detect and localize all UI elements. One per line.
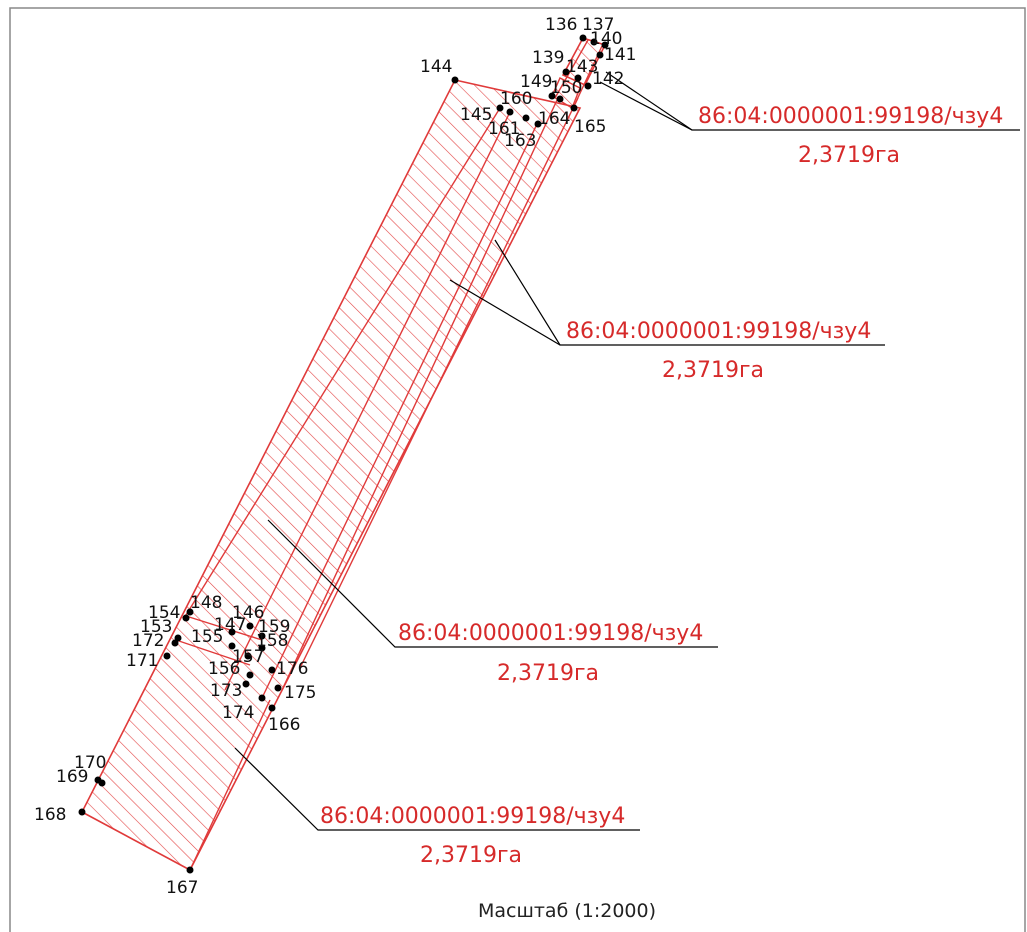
point-label: 171 bbox=[126, 651, 158, 671]
point-137[interactable] bbox=[590, 38, 598, 46]
point-label: 140 bbox=[590, 29, 622, 49]
point-label: 174 bbox=[222, 703, 254, 723]
point-149[interactable] bbox=[548, 92, 556, 100]
point-174[interactable] bbox=[258, 694, 266, 702]
point-165[interactable] bbox=[570, 104, 578, 112]
point-169[interactable] bbox=[94, 776, 102, 784]
point-label: 137 bbox=[582, 15, 614, 35]
point-150[interactable] bbox=[556, 95, 564, 103]
point-label: 150 bbox=[550, 78, 582, 98]
point-155[interactable] bbox=[228, 642, 236, 650]
callout-4: 86:04:0000001:99198/чзу4 2,3719га bbox=[320, 804, 625, 868]
point-172[interactable] bbox=[171, 639, 179, 647]
point-label: 176 bbox=[276, 659, 308, 679]
point-label: 169 bbox=[56, 767, 88, 787]
point-140[interactable] bbox=[601, 41, 609, 49]
callout-3: 86:04:0000001:99198/чзу4 2,3719га bbox=[398, 621, 703, 686]
area-label: 2,3719га bbox=[798, 143, 900, 168]
point-143[interactable] bbox=[574, 74, 582, 82]
point-171[interactable] bbox=[163, 652, 171, 660]
point-158[interactable] bbox=[258, 644, 266, 652]
point-173[interactable] bbox=[242, 680, 250, 688]
point-148[interactable] bbox=[186, 608, 194, 616]
parcel-internal-lines bbox=[175, 39, 603, 871]
point-label: 175 bbox=[284, 683, 316, 703]
point-label: 155 bbox=[191, 627, 223, 647]
point-label: 159 bbox=[258, 617, 290, 637]
point-label: 153 bbox=[140, 617, 172, 637]
point-156[interactable] bbox=[246, 671, 254, 679]
point-167[interactable] bbox=[186, 866, 194, 874]
point-label: 136 bbox=[545, 15, 577, 35]
point-145[interactable] bbox=[496, 104, 504, 112]
boundary-points: 136 137 140 141 139 143 142 149 150 144 … bbox=[34, 15, 636, 898]
point-142[interactable] bbox=[584, 82, 592, 90]
point-label: 147 bbox=[214, 615, 246, 635]
point-144[interactable] bbox=[451, 76, 459, 84]
map-border bbox=[9, 7, 1026, 932]
point-label: 163 bbox=[504, 131, 536, 151]
leader-lines bbox=[234, 71, 1020, 831]
point-154[interactable] bbox=[182, 614, 190, 622]
point-label: 165 bbox=[574, 117, 606, 137]
point-label: 145 bbox=[460, 105, 492, 125]
cadastral-number-label: 86:04:0000001:99198/чзу4 bbox=[698, 104, 1003, 129]
point-label: 168 bbox=[34, 805, 66, 825]
point-146[interactable] bbox=[246, 622, 254, 630]
point-label: 139 bbox=[532, 48, 564, 68]
callout-2: 86:04:0000001:99198/чзу4 2,3719га bbox=[566, 319, 871, 383]
point-label: 154 bbox=[148, 603, 180, 623]
point-label: 160 bbox=[500, 89, 532, 109]
point-166[interactable] bbox=[268, 704, 276, 712]
cadastral-number-label: 86:04:0000001:99198/чзу4 bbox=[398, 621, 703, 646]
area-label: 2,3719га bbox=[662, 358, 764, 383]
point-label: 157 bbox=[232, 647, 264, 667]
point-161[interactable] bbox=[522, 114, 530, 122]
point-label: 142 bbox=[592, 69, 624, 89]
point-168[interactable] bbox=[78, 808, 86, 816]
point-136[interactable] bbox=[579, 34, 587, 42]
point-label: 161 bbox=[488, 119, 520, 139]
point-160[interactable] bbox=[506, 108, 514, 116]
cadastral-number-label: 86:04:0000001:99198/чзу4 bbox=[566, 319, 871, 344]
point-139[interactable] bbox=[562, 68, 570, 76]
scale-caption: Масштаб (1:2000) bbox=[478, 900, 656, 922]
point-label: 144 bbox=[420, 57, 452, 77]
point-label: 143 bbox=[566, 57, 598, 77]
point-label: 172 bbox=[132, 631, 164, 651]
point-label: 141 bbox=[604, 45, 636, 65]
point-147[interactable] bbox=[228, 628, 236, 636]
point-157[interactable] bbox=[244, 652, 252, 660]
point-label: 156 bbox=[208, 659, 240, 679]
point-label: 149 bbox=[520, 72, 552, 92]
callout-1: 86:04:0000001:99198/чзу4 2,3719га bbox=[698, 104, 1003, 168]
point-label: 170 bbox=[74, 753, 106, 773]
point-label: 146 bbox=[232, 603, 264, 623]
point-label: 167 bbox=[166, 878, 198, 898]
point-label: 166 bbox=[268, 715, 300, 735]
point-164[interactable] bbox=[534, 120, 542, 128]
cadastral-number-label: 86:04:0000001:99198/чзу4 bbox=[320, 804, 625, 829]
point-label: 173 bbox=[210, 681, 242, 701]
area-label: 2,3719га bbox=[497, 661, 599, 686]
point-176[interactable] bbox=[268, 666, 276, 674]
point-label: 158 bbox=[256, 631, 288, 651]
area-label: 2,3719га bbox=[420, 843, 522, 868]
point-label: 164 bbox=[538, 109, 570, 129]
point-175[interactable] bbox=[274, 684, 282, 692]
point-159[interactable] bbox=[258, 632, 266, 640]
point-141[interactable] bbox=[596, 51, 604, 59]
point-label: 148 bbox=[190, 593, 222, 613]
